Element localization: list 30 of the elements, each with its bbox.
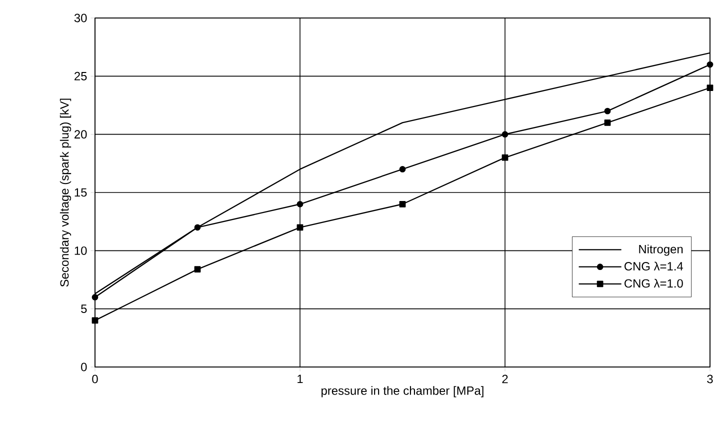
point [194, 224, 201, 231]
x-tick-label: 3 [707, 374, 713, 384]
point [399, 166, 406, 172]
x-tick-label: 0 [92, 374, 98, 384]
y-tick-label: 20 [74, 130, 87, 139]
y-tick-label: 5 [81, 304, 87, 313]
point [296, 224, 304, 231]
point [296, 200, 304, 208]
y-axis-title: Secondary voltage (spark plug) [kV] [60, 98, 72, 287]
x-tick-label: 2 [502, 374, 508, 384]
point [604, 120, 611, 126]
point [92, 294, 98, 300]
point [399, 200, 406, 208]
legend-label: CNG λ=1.4 [624, 262, 684, 271]
y-tick-label: 30 [74, 14, 87, 22]
legend-label: CNG λ=1.0 [624, 278, 683, 288]
y-tick-label: 0 [81, 362, 87, 372]
point [706, 84, 714, 91]
y-tick-label: 15 [74, 188, 87, 197]
point [502, 131, 508, 138]
point [194, 266, 201, 272]
legend-label: Nitrogen [639, 244, 683, 256]
point [604, 108, 611, 114]
point [92, 317, 98, 324]
point [502, 154, 508, 161]
x-axis-title: pressure in the chamber [MPa] [322, 386, 484, 398]
y-tick-label: 25 [74, 72, 87, 80]
point [706, 61, 714, 68]
y-tick-label: 10 [74, 246, 87, 255]
x-tick-label: 1 [298, 374, 303, 383]
